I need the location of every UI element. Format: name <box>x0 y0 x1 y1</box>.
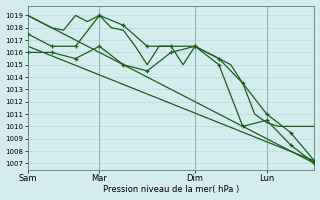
X-axis label: Pression niveau de la mer( hPa ): Pression niveau de la mer( hPa ) <box>103 185 239 194</box>
